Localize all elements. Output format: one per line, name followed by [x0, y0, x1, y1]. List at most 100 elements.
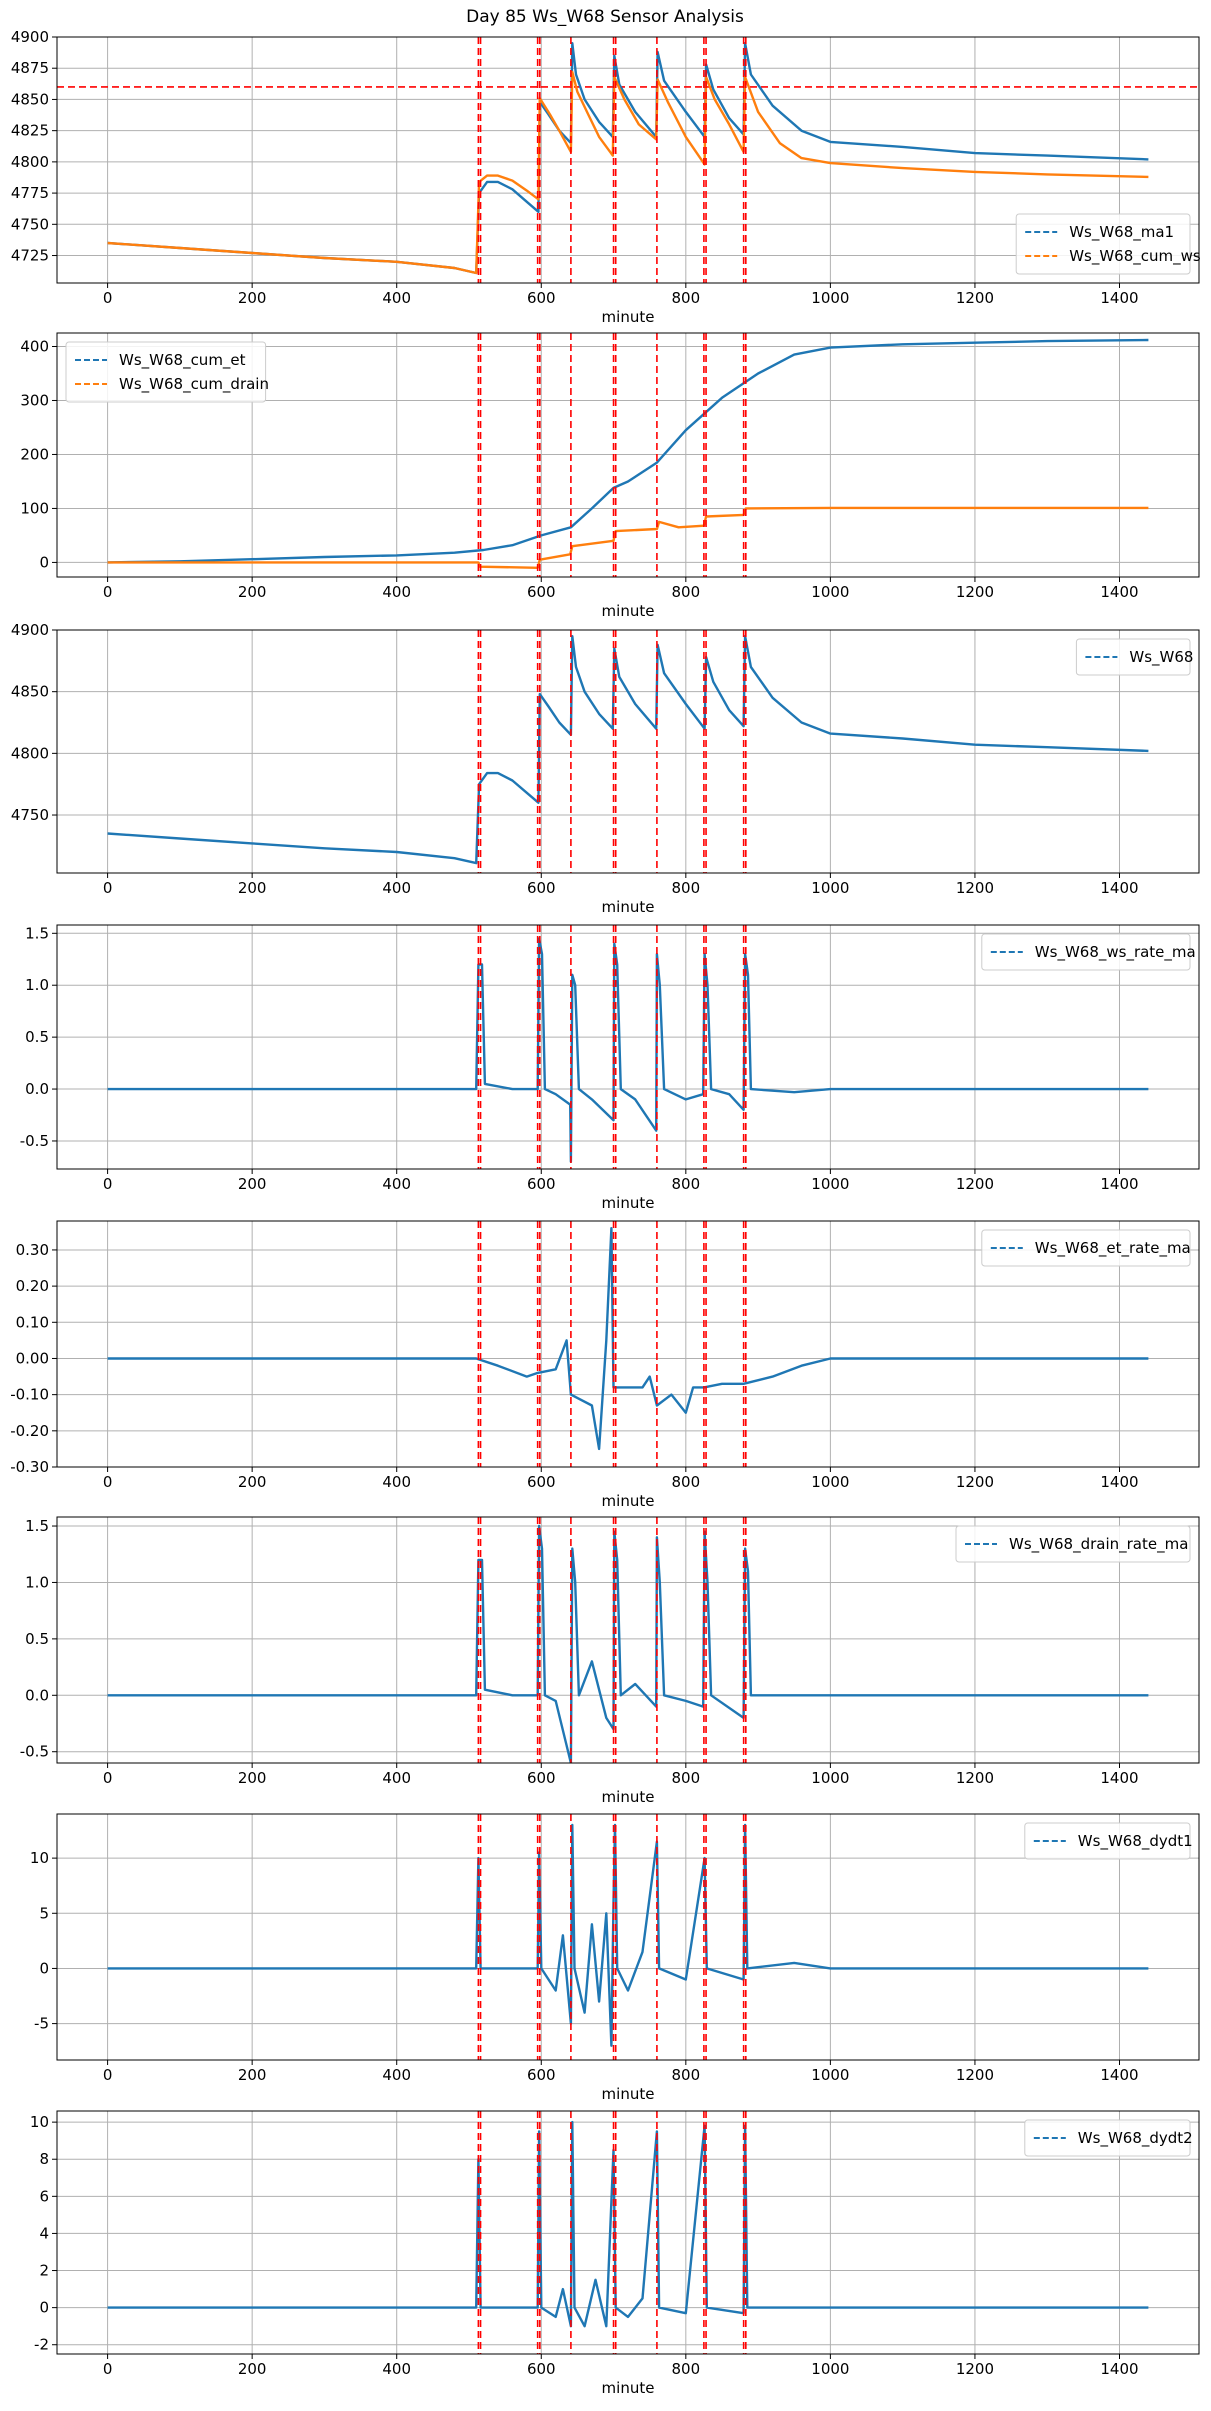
legend-box — [981, 1229, 1191, 1267]
legend: Ws_W68_ma1 Ws_W68_cum_ws — [1015, 213, 1201, 275]
y-tick-label: 400 — [20, 337, 49, 355]
x-tick-label: 1000 — [811, 289, 849, 307]
y-tick-label: -0.20 — [10, 1422, 49, 1440]
y-tick-label: 300 — [20, 391, 49, 409]
legend: Ws_W68_et_rate_ma — [981, 1229, 1191, 1267]
x-tick-label: 800 — [672, 2360, 701, 2378]
legend-label: Ws_W68_ma1 — [1069, 223, 1174, 242]
panel-7: 0 200 400 600 800 1000 1200 1400 -5 0 5 10 minute Ws_… — [30, 1813, 1200, 2103]
legend: Ws_W68_dydt2 — [1024, 2119, 1193, 2157]
y-tick-label: 0.0 — [25, 1686, 49, 1704]
x-tick-label: 1200 — [956, 2066, 994, 2084]
x-tick-label: 1000 — [811, 1769, 849, 1787]
y-tick-label: 4875 — [11, 59, 49, 77]
x-tick-label: 1000 — [811, 2066, 849, 2084]
y-tick-label: 4 — [39, 2224, 49, 2242]
y-tick-label: 0.5 — [25, 1028, 49, 1046]
x-tick-label: 200 — [238, 1175, 267, 1193]
legend: Ws_W68_dydt1 — [1024, 1822, 1193, 1860]
y-tick-label: 0.5 — [25, 1630, 49, 1648]
x-tick-label: 600 — [527, 879, 556, 897]
y-tick-label: 0.20 — [16, 1277, 49, 1295]
y-tick-label: 1.5 — [25, 1517, 49, 1535]
x-tick-label: 600 — [527, 1175, 556, 1193]
legend-box — [1015, 213, 1191, 275]
y-tick-label: 0.10 — [16, 1313, 49, 1331]
legend-box — [1024, 2119, 1191, 2157]
y-tick-label: 10 — [30, 2113, 49, 2131]
legend: Ws_W68_cum_et Ws_W68_cum_drain — [65, 341, 269, 403]
x-tick-label: 800 — [672, 1473, 701, 1491]
y-tick-label: 10 — [30, 1849, 49, 1867]
axes-frame — [56, 1516, 1200, 1764]
x-tick-label: 1400 — [1100, 1175, 1138, 1193]
x-tick-label: 800 — [672, 1175, 701, 1193]
x-tick-label: 0 — [103, 583, 113, 601]
legend-label: Ws_W68_ws_rate_ma — [1035, 943, 1196, 962]
y-tick-label: 0 — [39, 2299, 49, 2317]
x-tick-label: 1000 — [811, 583, 849, 601]
x-tick-label: 400 — [382, 1473, 411, 1491]
x-tick-label: 1400 — [1100, 1473, 1138, 1491]
legend-label: Ws_W68_cum_ws — [1069, 247, 1201, 266]
y-tick-label: 0 — [39, 1959, 49, 1977]
x-tick-label: 600 — [527, 2360, 556, 2378]
y-tick-label: -0.5 — [20, 1743, 49, 1761]
x-tick-label: 400 — [382, 879, 411, 897]
x-tick-label: 200 — [238, 1473, 267, 1491]
panel-6: 0 200 400 600 800 1000 1200 1400 -0.5 0.0 0.5 1.0 1.… — [20, 1516, 1200, 1806]
y-tick-label: 1.5 — [25, 924, 49, 942]
x-tick-label: 1400 — [1100, 2066, 1138, 2084]
x-tick-label: 400 — [382, 1769, 411, 1787]
plot-area — [57, 37, 1199, 283]
x-tick-label: 1400 — [1100, 583, 1138, 601]
x-axis-label: minute — [602, 1788, 655, 1806]
plot-area — [107, 630, 1149, 873]
x-tick-label: 200 — [238, 879, 267, 897]
x-tick-label: 0 — [103, 1473, 113, 1491]
x-tick-label: 400 — [382, 583, 411, 601]
axes-frame — [56, 332, 1200, 578]
x-axis-label: minute — [602, 2379, 655, 2397]
x-tick-label: 600 — [527, 1769, 556, 1787]
x-tick-label: 1000 — [811, 1175, 849, 1193]
x-tick-label: 200 — [238, 2360, 267, 2378]
x-tick-label: 1400 — [1100, 289, 1138, 307]
y-tick-label: 100 — [20, 499, 49, 517]
legend-label: Ws_W68 — [1129, 648, 1193, 667]
y-tick-label: 4825 — [11, 122, 49, 140]
x-tick-label: 800 — [672, 1769, 701, 1787]
panel-2: 0 200 400 600 800 1000 1200 1400 0 100 200 300 400 mi… — [20, 332, 1200, 620]
x-tick-label: 0 — [103, 1175, 113, 1193]
x-tick-label: 0 — [103, 879, 113, 897]
x-tick-label: 1200 — [956, 879, 994, 897]
x-tick-label: 200 — [238, 289, 267, 307]
y-tick-label: 0.30 — [16, 1241, 49, 1259]
y-tick-label: 4900 — [11, 621, 49, 639]
x-tick-label: 200 — [238, 2066, 267, 2084]
x-axis-label: minute — [602, 602, 655, 620]
x-tick-label: 600 — [527, 289, 556, 307]
x-tick-label: 200 — [238, 583, 267, 601]
plot-area — [107, 1814, 1149, 2060]
legend-label: Ws_W68_cum_drain — [119, 375, 269, 394]
y-tick-label: 4750 — [11, 806, 49, 824]
series-line-Ws_W68_dydt1 — [107, 1823, 1149, 2047]
y-tick-label: 4900 — [11, 28, 49, 46]
x-tick-label: 1000 — [811, 2360, 849, 2378]
y-tick-label: 8 — [39, 2150, 49, 2168]
x-tick-label: 800 — [672, 879, 701, 897]
y-tick-label: -5 — [34, 2015, 49, 2033]
legend-label: Ws_W68_drain_rate_ma — [1009, 1535, 1188, 1554]
x-tick-label: 400 — [382, 2360, 411, 2378]
plot-area — [107, 333, 1149, 577]
y-tick-label: 4800 — [11, 744, 49, 762]
y-tick-label: -0.30 — [10, 1458, 49, 1476]
figure-title: Day 85 Ws_W68 Sensor Analysis — [466, 7, 744, 27]
axes-frame — [56, 629, 1200, 874]
y-tick-label: 4725 — [11, 247, 49, 265]
legend-box — [955, 1525, 1191, 1563]
x-tick-label: 800 — [672, 289, 701, 307]
x-tick-label: 1400 — [1100, 1769, 1138, 1787]
y-tick-label: 4850 — [11, 683, 49, 701]
